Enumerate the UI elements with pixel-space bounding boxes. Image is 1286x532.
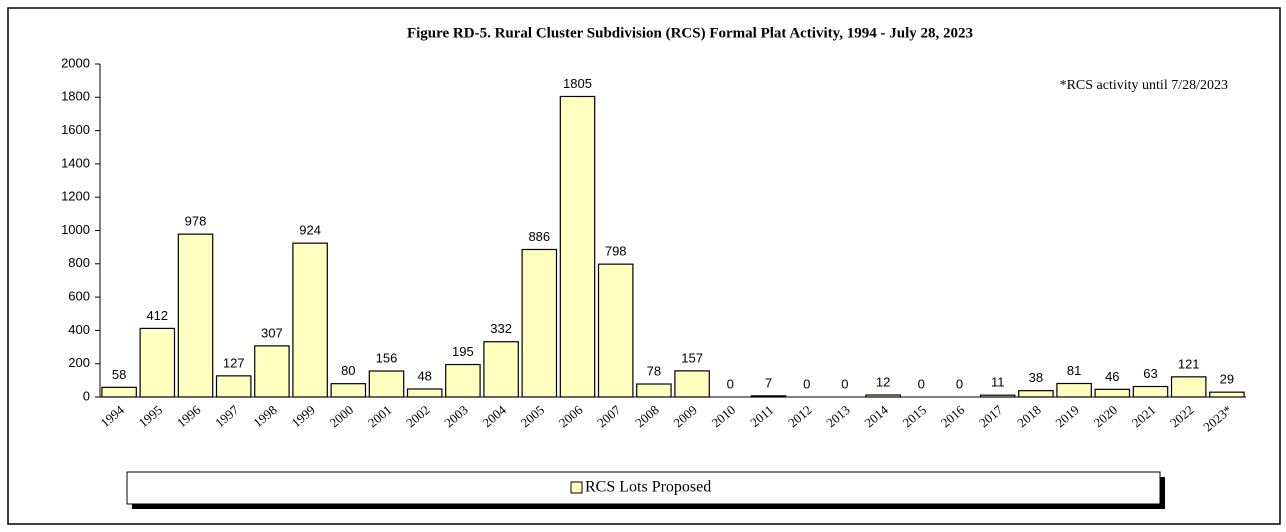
- value-label: 798: [605, 244, 627, 259]
- bar: [636, 383, 672, 398]
- value-label: 0: [956, 376, 963, 391]
- bar: [674, 370, 710, 398]
- bar: [521, 248, 558, 398]
- value-label: 80: [341, 363, 355, 378]
- bar: [1132, 385, 1169, 398]
- value-label: 29: [1220, 372, 1234, 387]
- bar: [215, 375, 252, 398]
- y-tick-label: 800: [68, 255, 90, 270]
- y-tick-label: 2000: [61, 55, 90, 70]
- y-tick-label: 1600: [61, 122, 90, 137]
- value-label: 0: [727, 376, 734, 391]
- bar: [1094, 388, 1131, 398]
- value-label: 886: [528, 229, 550, 244]
- bar: [368, 370, 405, 398]
- legend-box: [126, 471, 1161, 505]
- bar: [406, 388, 443, 398]
- annotation: *RCS activity until 7/28/2023: [1060, 78, 1228, 93]
- bar: [750, 395, 787, 398]
- y-tick-label: 200: [68, 355, 90, 370]
- bar: [597, 263, 634, 398]
- bar: [139, 327, 176, 398]
- y-tick-label: 1400: [61, 155, 90, 170]
- bar: [101, 386, 137, 398]
- y-tick-label: 0: [83, 388, 90, 403]
- bar: [330, 383, 367, 398]
- y-tick-label: 1200: [61, 189, 90, 204]
- bar: [254, 345, 290, 398]
- bar: [1018, 390, 1054, 398]
- value-label: 38: [1029, 370, 1043, 385]
- value-label: 412: [146, 308, 168, 323]
- y-tick-label: 1800: [61, 89, 90, 104]
- value-label: 0: [918, 376, 925, 391]
- y-tick-label: 1000: [61, 222, 90, 237]
- value-label: 978: [185, 214, 207, 229]
- legend-swatch: [570, 481, 583, 494]
- value-label: 157: [681, 350, 703, 365]
- bar: [1170, 376, 1207, 398]
- bar: [483, 341, 519, 398]
- bar: [1209, 391, 1245, 398]
- value-label: 156: [376, 350, 398, 365]
- value-label: 46: [1105, 369, 1119, 384]
- value-label: 81: [1067, 363, 1081, 378]
- value-label: 307: [261, 325, 283, 340]
- value-label: 332: [490, 321, 512, 336]
- value-label: 7: [765, 375, 772, 390]
- y-tick-label: 600: [68, 289, 90, 304]
- bar: [865, 394, 901, 398]
- bar: [177, 233, 214, 398]
- legend-label: RCS Lots Proposed: [585, 479, 711, 496]
- bar: [559, 95, 596, 398]
- value-label: 0: [841, 376, 848, 391]
- bar: [1056, 382, 1092, 398]
- value-label: 11: [991, 375, 1005, 390]
- bar: [292, 242, 328, 398]
- value-label: 127: [223, 355, 245, 370]
- value-label: 12: [876, 374, 890, 389]
- value-label: 195: [452, 344, 474, 359]
- value-label: 0: [803, 376, 810, 391]
- bar: [979, 394, 1016, 398]
- value-label: 121: [1178, 356, 1200, 371]
- chart-title: Figure RD-5. Rural Cluster Subdivision (…: [407, 25, 973, 41]
- value-label: 58: [112, 367, 126, 382]
- chart-border: [7, 7, 1281, 525]
- bar: [445, 363, 481, 398]
- value-label: 78: [647, 363, 661, 378]
- value-label: 63: [1143, 366, 1157, 381]
- value-label: 924: [299, 223, 321, 238]
- value-label: 1805: [563, 76, 592, 91]
- value-label: 48: [417, 368, 431, 383]
- y-tick-label: 400: [68, 322, 90, 337]
